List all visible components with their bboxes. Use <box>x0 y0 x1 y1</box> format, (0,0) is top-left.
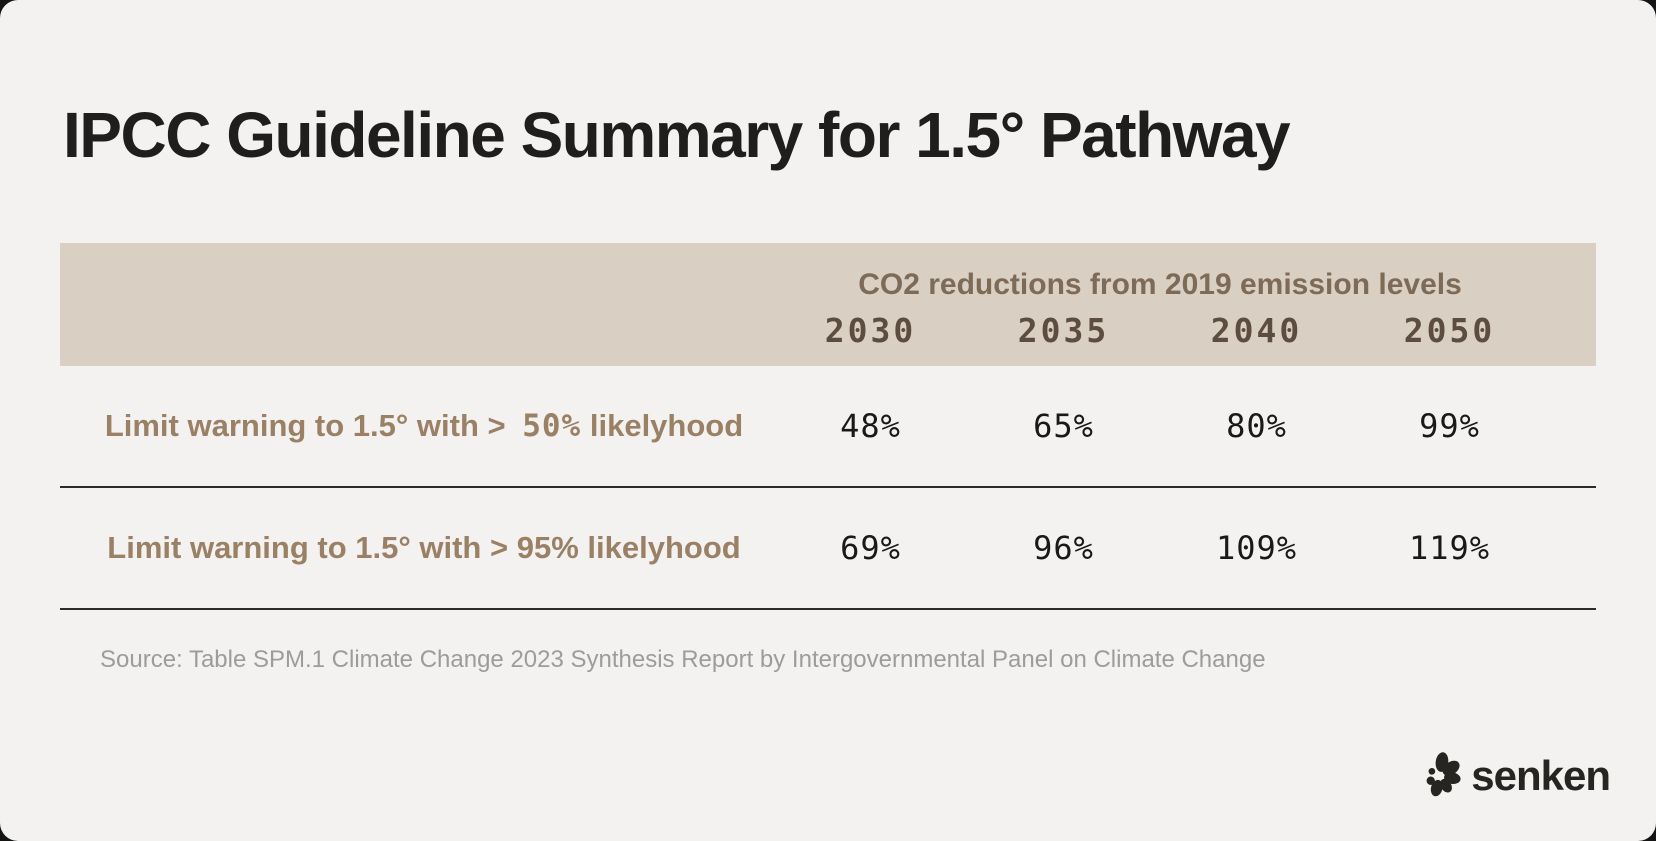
row-label-suffix: likelyhood <box>587 530 741 565</box>
row-label-suffix: likelyhood <box>589 408 744 443</box>
summary-table: CO2 reductions from 2019 emission levels… <box>60 243 1596 674</box>
header-year-2035: 2035 <box>1017 310 1110 350</box>
row-label-text: Limit warning to 1.5° with > <box>104 408 506 443</box>
value-cell: 99% <box>1419 407 1480 445</box>
row-label-text: Limit warning to 1.5° with > <box>107 530 509 565</box>
row-label-percvalue: 95% <box>516 530 579 565</box>
value-cell: 69% <box>840 529 901 567</box>
senken-logo: senken <box>1415 751 1611 801</box>
value-cell: 80% <box>1226 407 1287 445</box>
page-title: IPCC Guideline Summary for 1.5° Pathway <box>63 99 1291 171</box>
header-group-label: CO2 reductions from 2019 emission levels <box>858 267 1462 301</box>
row-label: Limit warning to 1.5° with > 95% likelyh… <box>60 530 774 566</box>
value-cell: 48% <box>840 407 901 445</box>
senken-flower-icon <box>1426 752 1461 797</box>
table-header-band: CO2 reductions from 2019 emission levels… <box>60 243 1596 366</box>
value-cell: 119% <box>1408 529 1491 567</box>
header-year-2030: 2030 <box>824 310 917 350</box>
row-label: Limit warning to 1.5° with > 50% likelyh… <box>60 408 774 444</box>
table-row-95-likelihood: Limit warning to 1.5° with > 95% likelyh… <box>60 488 1596 610</box>
value-cell: 96% <box>1033 529 1094 567</box>
table-row-50-likelihood: Limit warning to 1.5° with > 50% likelyh… <box>60 366 1596 488</box>
row-label-percvalue: 50% <box>522 408 582 444</box>
value-cell: 65% <box>1033 407 1094 445</box>
source-note: Source: Table SPM.1 Climate Change 2023 … <box>100 646 1266 673</box>
header-year-2050: 2050 <box>1403 310 1496 350</box>
header-year-2040: 2040 <box>1210 310 1303 350</box>
senken-wordmark: senken <box>1471 752 1611 799</box>
value-cell: 109% <box>1215 529 1298 567</box>
